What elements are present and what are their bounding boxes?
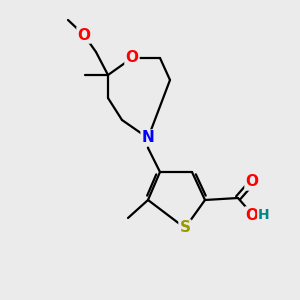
Text: N: N xyxy=(142,130,154,146)
Text: H: H xyxy=(258,208,270,222)
Text: O: O xyxy=(245,175,259,190)
Text: O: O xyxy=(245,208,259,223)
Text: O: O xyxy=(125,50,139,65)
Text: S: S xyxy=(179,220,191,236)
Text: O: O xyxy=(77,28,91,43)
